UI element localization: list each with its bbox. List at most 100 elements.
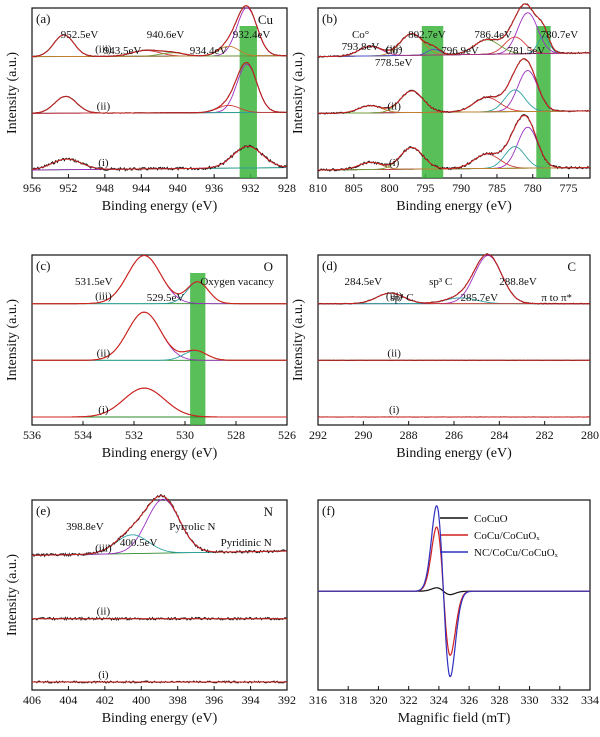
x-tick-label: 948 — [96, 181, 114, 195]
peak-annotation: Pyrrolic N — [169, 521, 215, 533]
peak-annotation: 288.8eV — [499, 276, 537, 288]
peak-annotation: 778.5eV — [375, 57, 413, 69]
panel-0: 956 952 948 944 940 936 932 928 Binding energy (… — [5, 5, 296, 214]
x-tick-label: 322 — [400, 693, 418, 707]
x-tick-label: 292 — [309, 428, 327, 442]
x-tick-label: 396 — [205, 693, 223, 707]
raw-data-(ii) — [32, 311, 287, 361]
x-tick-label: 320 — [369, 693, 387, 707]
highlight-band — [190, 273, 206, 425]
y-axis-label: Intensity (a.u.) — [5, 554, 20, 636]
x-axis-label: Binding energy (eV) — [102, 711, 218, 726]
x-axis-label: Binding energy (eV) — [396, 446, 512, 461]
series-label: (ii) — [97, 347, 111, 359]
x-tick-label: 330 — [521, 693, 539, 707]
plot-frame — [317, 7, 591, 179]
panel-title: N — [264, 504, 274, 519]
peak-annotation: 285.7eV — [461, 292, 499, 304]
fit-envelope-(iii) — [32, 495, 287, 556]
peak-annotation: 786.4eV — [474, 29, 512, 41]
x-axis-label: Binding energy (eV) — [396, 199, 512, 214]
x-tick-label: 536 — [23, 428, 41, 442]
peak-annotation: Co° — [385, 45, 402, 57]
x-tick-label: 928 — [278, 181, 296, 195]
x-tick-label: 940 — [169, 181, 187, 195]
legend-entry: CoCuO — [474, 513, 508, 525]
x-tick-label: 286 — [445, 428, 463, 442]
x-tick-label: 282 — [536, 428, 554, 442]
peak-annotation: Pyridinic N — [221, 537, 272, 549]
x-tick-label: 532 — [125, 428, 143, 442]
x-tick-label: 528 — [227, 428, 245, 442]
series-label: (i) — [389, 404, 400, 416]
x-axis-label: Binding energy (eV) — [102, 199, 218, 214]
highlight-band — [239, 26, 257, 178]
fit-envelope-(ii) — [32, 311, 287, 361]
x-tick-label: 318 — [339, 693, 357, 707]
panel-label: (d) — [322, 258, 337, 273]
panel-label: (c) — [36, 258, 50, 273]
peak-annotation: 531.5eV — [75, 276, 113, 288]
x-tick-label: 398 — [169, 693, 187, 707]
series-label: (i) — [389, 157, 400, 169]
plot-frame — [317, 499, 591, 691]
highlight-band — [536, 26, 551, 178]
x-tick-label: 392 — [278, 693, 296, 707]
component-peak — [32, 311, 287, 361]
x-tick-label: 534 — [74, 428, 92, 442]
peak-annotation: 952.5eV — [61, 29, 99, 41]
panel-5: 316 318 320 322 324 326 328 330 332 334 Magnific f… — [309, 499, 599, 726]
x-tick-label: 316 — [309, 693, 327, 707]
peak-annotation: 934.4eV — [190, 45, 228, 57]
peak-annotation: 796.9eV — [441, 45, 479, 57]
legend-entry: NC/CoCu/CoCuOₓ — [474, 547, 559, 559]
x-tick-label: 780 — [524, 181, 542, 195]
peak-annotation: 932.4eV — [233, 29, 271, 41]
series-label: (iii) — [95, 291, 112, 303]
series-label: (ii) — [97, 606, 111, 618]
panel-4: 406 404 402 400 398 396 394 392 Binding energy (… — [5, 494, 296, 726]
y-axis-label: Intensity (a.u.) — [5, 52, 20, 134]
peak-annotation: 940.6eV — [147, 29, 185, 41]
x-tick-label: 785 — [488, 181, 506, 195]
x-tick-label: 400 — [132, 693, 150, 707]
series-label: (ii) — [387, 347, 401, 359]
panel-title: C — [567, 259, 576, 274]
x-tick-label: 805 — [345, 181, 363, 195]
panel-label: (f) — [322, 503, 335, 518]
y-axis-label: Intensity (a.u.) — [291, 52, 306, 134]
x-tick-label: 324 — [430, 693, 448, 707]
highlight-band — [421, 26, 444, 178]
y-axis-label: Intensity (a.u.) — [291, 299, 306, 381]
raw-data-(i) — [32, 387, 287, 418]
series-label: (ii) — [97, 100, 111, 112]
peak-annotation: 781.5eV — [507, 45, 545, 57]
x-tick-label: 290 — [354, 428, 372, 442]
x-tick-label: 530 — [176, 428, 194, 442]
series-label: (i) — [98, 404, 109, 416]
fit-envelope-(i) — [31, 145, 288, 170]
series-label: (iii) — [386, 291, 403, 303]
fit-envelope-(iii) — [318, 253, 590, 305]
x-tick-label: 932 — [242, 181, 260, 195]
x-tick-label: 810 — [309, 181, 327, 195]
peak-annotation: sp² C — [390, 292, 413, 304]
peak-annotation: 284.5eV — [345, 276, 383, 288]
fit-envelope-(ii) — [31, 62, 288, 114]
x-tick-label: 288 — [400, 428, 418, 442]
x-tick-label: 790 — [452, 181, 470, 195]
fit-envelope-(i) — [32, 387, 287, 418]
component-peak — [32, 350, 287, 361]
series-label: (iii) — [95, 542, 112, 554]
series-label: (iii) — [95, 44, 112, 56]
series-label: (iii) — [386, 44, 403, 56]
x-tick-label: 402 — [96, 693, 114, 707]
component-peak — [32, 45, 287, 58]
panel-title: O — [264, 259, 273, 274]
x-tick-label: 800 — [381, 181, 399, 195]
x-tick-label: 334 — [581, 693, 599, 707]
peak-annotation: 802.7eV — [408, 29, 446, 41]
peak-annotation: Oxygen vacancy — [200, 276, 274, 288]
peak-annotation: 398.8eV — [66, 521, 104, 533]
